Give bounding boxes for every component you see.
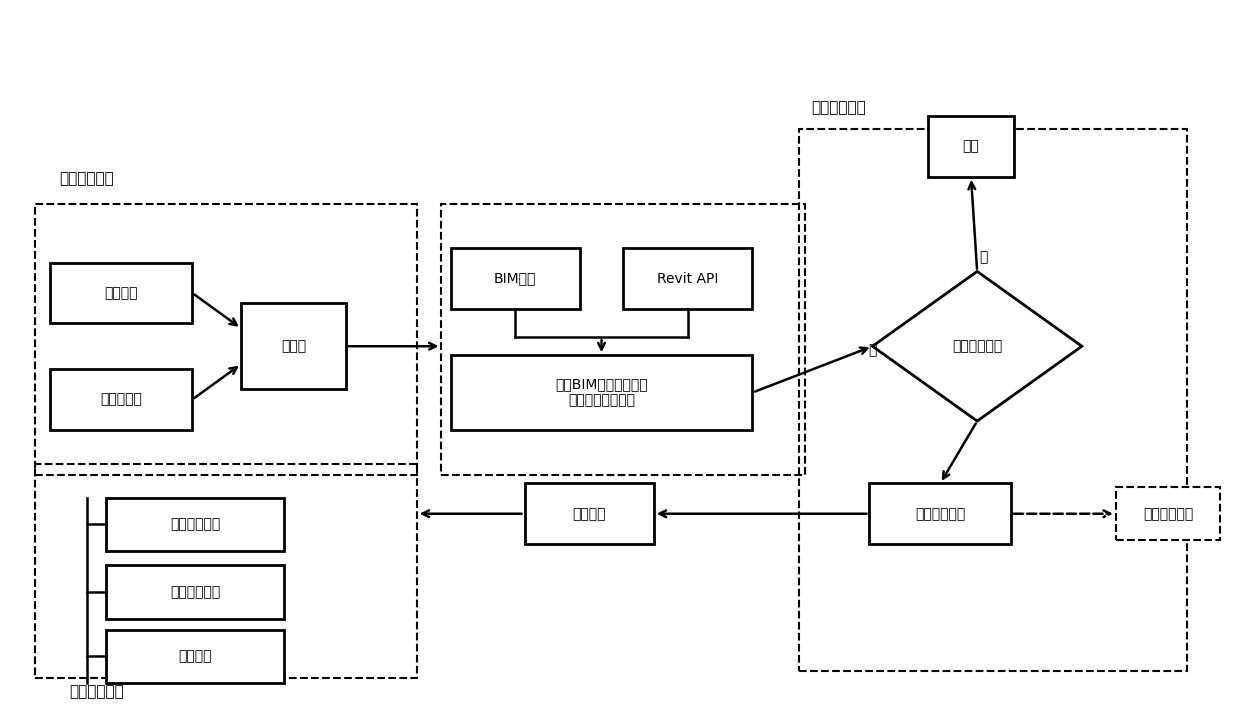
Text: 原始数据查看: 原始数据查看 [170, 518, 221, 531]
Bar [35, 464, 417, 678]
Bar [105, 565, 284, 619]
Text: 数据处理模块: 数据处理模块 [811, 100, 866, 115]
Bar [105, 497, 284, 551]
Text: 是否超过阈值: 是否超过阈值 [952, 340, 1002, 353]
Bar [450, 248, 580, 309]
Text: 监测对象: 监测对象 [104, 286, 138, 300]
Bar [35, 204, 417, 474]
Text: 是: 是 [868, 342, 877, 357]
Bar [51, 369, 192, 430]
Bar [105, 629, 284, 683]
Bar [622, 248, 753, 309]
Polygon shape [873, 271, 1081, 421]
Bar [51, 262, 192, 323]
Bar [928, 116, 1014, 177]
Text: BIM模型: BIM模型 [494, 272, 537, 286]
Text: 数据采集模块: 数据采集模块 [60, 172, 114, 186]
Text: 基于BIM的实验室桥架
监测演示教学模型: 基于BIM的实验室桥架 监测演示教学模型 [556, 378, 647, 407]
Text: 光纤传感器: 光纤传感器 [100, 393, 143, 407]
Bar [525, 484, 653, 544]
Text: 数据曲线查看: 数据曲线查看 [170, 585, 221, 599]
Bar [799, 129, 1187, 671]
Text: 数据库: 数据库 [281, 340, 306, 353]
Bar [869, 484, 1011, 544]
Bar [441, 204, 805, 474]
Bar [1116, 487, 1220, 541]
Text: Revit API: Revit API [657, 272, 718, 286]
Text: 数据管理模块: 数据管理模块 [69, 684, 124, 699]
Bar [450, 355, 753, 430]
Text: 否: 否 [980, 250, 987, 264]
Text: 测点高亮显示: 测点高亮显示 [915, 507, 966, 521]
Text: 安全: 安全 [962, 140, 980, 154]
Text: 测点查看: 测点查看 [179, 649, 212, 663]
Bar [242, 304, 346, 389]
Text: 采取措施: 采取措施 [573, 507, 606, 521]
Text: 模型演示模块: 模型演示模块 [1143, 507, 1193, 521]
